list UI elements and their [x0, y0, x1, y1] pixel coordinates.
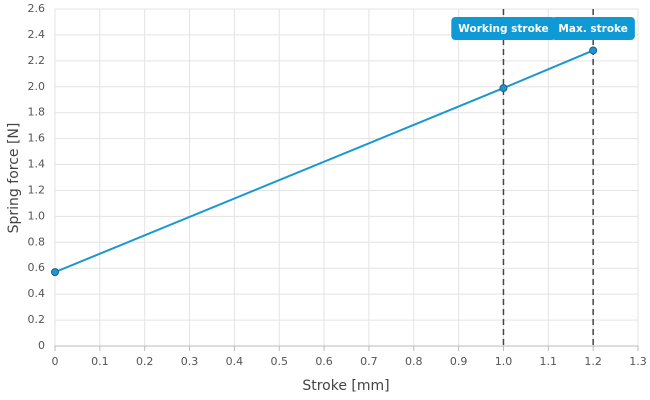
x-tick-label: 0.6	[315, 355, 333, 368]
x-tick-label: 1.3	[629, 355, 647, 368]
data-point	[589, 46, 598, 55]
y-tick-label: 1.2	[28, 183, 46, 196]
badge-label: Max. stroke	[558, 23, 627, 35]
x-tick-label: 0.8	[405, 355, 423, 368]
annotation-badge: Max. stroke	[551, 17, 635, 40]
x-tick-label: 0.7	[360, 355, 378, 368]
x-tick-label: 0.5	[270, 355, 288, 368]
y-tick-label: 0.8	[28, 235, 46, 248]
y-tick-label: 1.4	[28, 158, 46, 171]
y-tick-label: 2.6	[28, 2, 46, 15]
x-tick-label: 0.4	[226, 355, 244, 368]
x-tick-label: 1.0	[495, 355, 513, 368]
x-tick-label: 0.3	[181, 355, 199, 368]
x-axis-title: Stroke [mm]	[302, 378, 389, 394]
x-tick-label: 0.1	[91, 355, 109, 368]
badge-box	[451, 17, 556, 40]
y-tick-label: 2.4	[28, 28, 46, 41]
x-tick-label: 0	[52, 355, 59, 368]
y-tick-label: 1.8	[28, 106, 46, 119]
x-tick-label: 0.2	[136, 355, 154, 368]
annotation-badge: Working stroke	[451, 17, 556, 40]
data-point	[51, 268, 59, 277]
data-point	[499, 84, 508, 93]
y-tick-label: 1.6	[28, 132, 46, 145]
y-tick-label: 2.0	[28, 80, 46, 93]
badge-box	[551, 17, 635, 40]
x-tick-label: 1.1	[540, 355, 558, 368]
y-tick-label: 2.2	[28, 54, 46, 67]
y-axis-title: Spring force [N]	[6, 123, 22, 234]
y-tick-label: 1.0	[28, 209, 46, 222]
x-tick-label: 0.9	[450, 355, 468, 368]
y-tick-label: 0.2	[28, 313, 46, 326]
badge-label: Working stroke	[458, 23, 548, 35]
y-tick-label: 0	[38, 339, 45, 352]
x-tick-label: 1.2	[584, 355, 602, 368]
y-tick-label: 0.4	[28, 287, 46, 300]
y-tick-label: 0.6	[28, 261, 46, 274]
